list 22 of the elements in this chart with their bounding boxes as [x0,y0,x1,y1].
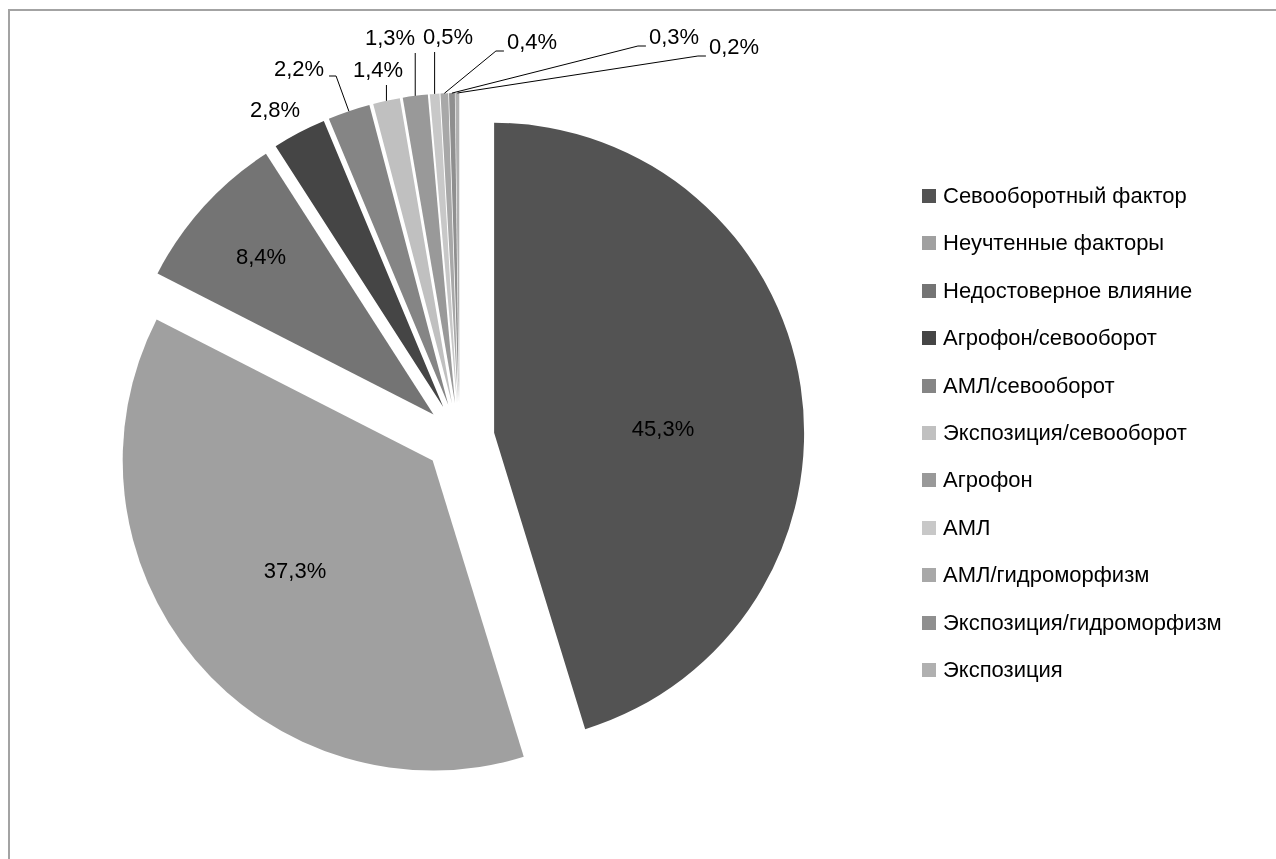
legend-label: Недостоверное влияние [943,277,1193,304]
legend-label: АМЛ/севооборот [943,372,1115,399]
legend-label: Севооборотный фактор [943,182,1187,209]
data-label: 37,3% [263,558,327,584]
data-label: 1,4% [352,57,404,83]
legend-label: АМЛ/гидроморфизм [943,562,1150,589]
data-label: 0,4% [506,29,558,55]
data-label: 2,2% [273,56,325,82]
legend-label: Экспозиция [943,656,1063,683]
data-label: 8,4% [235,244,287,270]
legend-label: Экспозиция/севооборот [943,419,1187,446]
legend-label: Неучтенные факторы [943,230,1165,257]
legend-label: АМЛ [943,514,991,541]
data-label: 1,3% [364,25,416,51]
data-label: 2,8% [249,97,301,123]
legend-label: Агрофон [943,467,1033,494]
legend-label: Агрофон/севооборот [943,325,1157,352]
data-label: 0,2% [708,34,760,60]
data-label: 45,3% [631,416,695,442]
data-label: 0,5% [422,24,474,50]
legend-label: Экспозиция/гидроморфизм [943,609,1222,636]
data-label: 0,3% [648,24,700,50]
